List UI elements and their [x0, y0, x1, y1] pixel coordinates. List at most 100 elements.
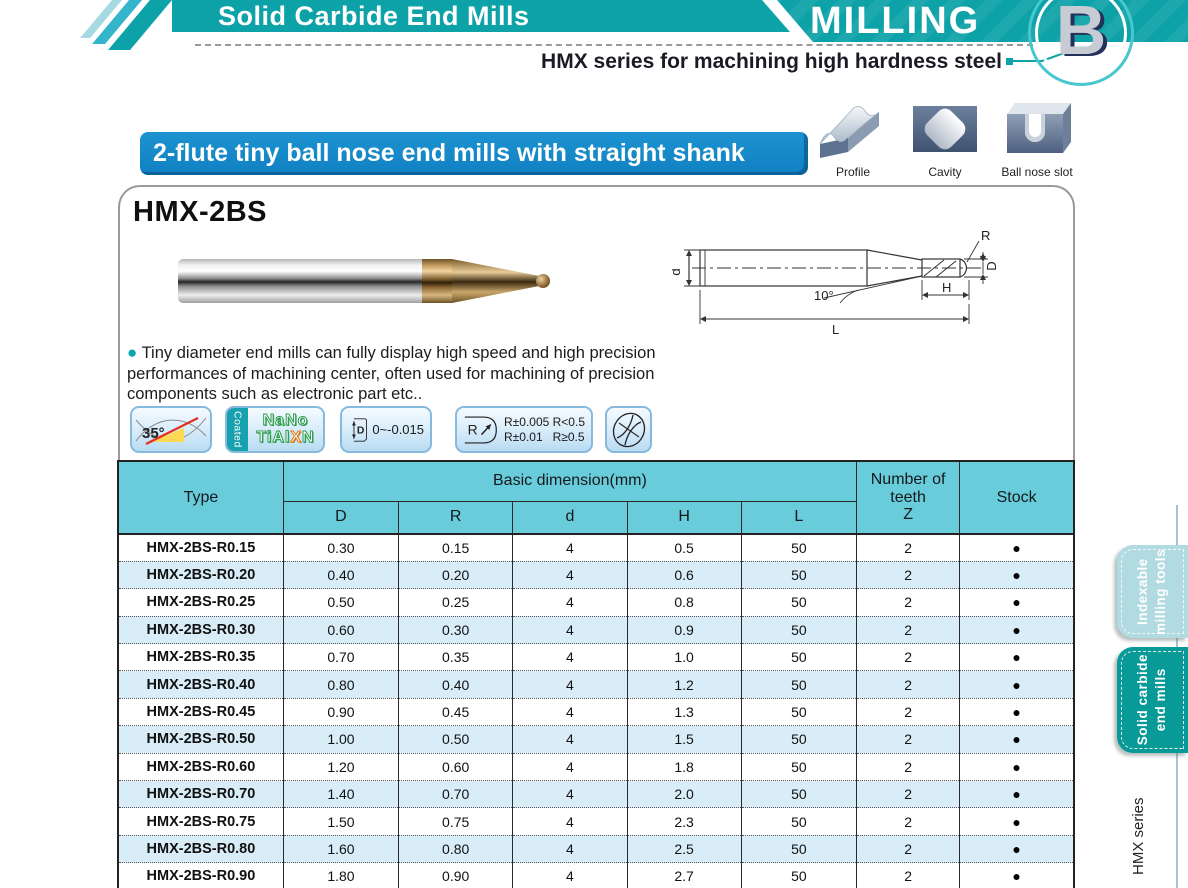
cell-L: 50 — [740, 698, 858, 726]
svg-text:R: R — [468, 421, 478, 437]
cell-Z: 2 — [855, 616, 961, 644]
col-dim-R: R — [398, 500, 514, 534]
header-dashed-divider — [195, 44, 1033, 46]
cell-type: HMX-2BS-R0.25 — [117, 588, 284, 617]
cell-D: 0.70 — [282, 643, 400, 671]
cell-H: 1.0 — [626, 643, 742, 671]
cell-type: HMX-2BS-R0.60 — [117, 753, 284, 781]
cell-d: 4 — [512, 698, 628, 726]
table-row: HMX-2BS-R0.35 0.70 0.35 4 1.0 50 2 ● — [117, 643, 1075, 671]
cell-L: 50 — [740, 616, 858, 644]
cell-d: 4 — [512, 780, 628, 808]
cell-d: 4 — [512, 616, 628, 644]
stock-dot-icon: ● — [959, 725, 1075, 754]
table-row: HMX-2BS-R0.60 1.20 0.60 4 1.8 50 2 ● — [117, 753, 1075, 781]
coated-tab: Coated — [227, 408, 248, 451]
table-row: HMX-2BS-R0.30 0.60 0.30 4 0.9 50 2 ● — [117, 616, 1075, 644]
description-text: Tiny diameter end mills can fully displa… — [127, 344, 656, 404]
product-description: ● Tiny diameter end mills can fully disp… — [127, 343, 711, 404]
profile-icon — [819, 106, 880, 158]
svg-text:R: R — [981, 228, 990, 243]
cell-type: HMX-2BS-R0.70 — [117, 780, 284, 808]
photo-shank — [178, 259, 422, 303]
coating-line1: NaNo — [262, 411, 309, 429]
cell-d: 4 — [512, 588, 628, 617]
cell-H: 1.8 — [626, 753, 742, 781]
photo-ball-tip — [536, 274, 550, 288]
cell-L: 50 — [740, 753, 858, 781]
cell-Z: 2 — [855, 862, 961, 888]
cell-H: 0.6 — [626, 561, 742, 589]
svg-text:10°: 10° — [814, 288, 834, 303]
svg-text:D: D — [357, 425, 365, 436]
tab-solid-carbide-end-mills: Solid carbide end mills — [1117, 647, 1188, 753]
feature-radius-tolerance-badge: R R±0.005 R<0.5 R±0.01 R≥0.5 — [455, 406, 593, 453]
stock-dot-icon: ● — [959, 534, 1075, 562]
cell-L: 50 — [740, 670, 858, 699]
cell-H: 1.3 — [626, 698, 742, 726]
series-side-label: HMX series — [1130, 797, 1147, 875]
cell-D: 0.60 — [282, 616, 400, 644]
cell-R: 0.45 — [398, 698, 514, 726]
cell-H: 2.7 — [626, 862, 742, 888]
stock-dot-icon: ● — [959, 670, 1075, 699]
banner-category-label: Solid Carbide End Mills — [218, 1, 530, 31]
stock-dot-icon: ● — [959, 698, 1075, 726]
emblem-ring-inner — [1035, 0, 1127, 79]
spec-table-header: Type Basic dimension(mm) Number of teeth… — [117, 461, 1075, 534]
cell-R: 0.60 — [398, 753, 514, 781]
cell-d: 4 — [512, 561, 628, 589]
svg-text:35°: 35° — [142, 425, 165, 442]
cell-L: 50 — [740, 862, 858, 888]
cell-type: HMX-2BS-R0.45 — [117, 698, 284, 726]
stock-dot-icon: ● — [959, 862, 1075, 888]
product-model: HMX-2BS — [133, 196, 268, 228]
cell-H: 2.3 — [626, 807, 742, 836]
feature-coating-badge: Coated NaNo TiAlXN — [225, 406, 325, 453]
cell-R: 0.90 — [398, 862, 514, 888]
application-icons: Profile Cavity — [814, 98, 1076, 179]
cell-type: HMX-2BS-R0.30 — [117, 616, 284, 644]
feature-helix-badge: 35° — [130, 406, 212, 453]
tab-label: Solid carbide end mills — [1135, 654, 1169, 746]
cell-Z: 2 — [855, 643, 961, 671]
cavity-icon — [913, 106, 977, 152]
cell-R: 0.75 — [398, 807, 514, 836]
stock-dot-icon: ● — [959, 780, 1075, 808]
cell-H: 0.9 — [626, 616, 742, 644]
cell-L: 50 — [740, 725, 858, 754]
svg-text:D: D — [984, 261, 999, 270]
cell-D: 0.50 — [282, 588, 400, 617]
cell-D: 1.50 — [282, 807, 400, 836]
dimension-drawing: d 10° R D H L — [672, 228, 999, 337]
cell-D: 1.80 — [282, 862, 400, 888]
cell-H: 0.8 — [626, 588, 742, 617]
svg-text:H: H — [942, 280, 951, 295]
cell-R: 0.80 — [398, 835, 514, 863]
table-row: HMX-2BS-R0.15 0.30 0.15 4 0.5 50 2 ● — [117, 534, 1075, 562]
cell-Z: 2 — [855, 534, 961, 562]
cell-D: 0.90 — [282, 698, 400, 726]
cell-type: HMX-2BS-R0.50 — [117, 725, 284, 754]
cell-R: 0.35 — [398, 643, 514, 671]
col-basic-dimension: Basic dimension(mm) — [282, 461, 858, 501]
product-photo — [178, 250, 570, 312]
table-row: HMX-2BS-R0.80 1.60 0.80 4 2.5 50 2 ● — [117, 835, 1075, 863]
application-label: Profile — [835, 165, 870, 179]
cell-d: 4 — [512, 534, 628, 562]
application-cavity: Cavity — [906, 98, 984, 179]
cell-L: 50 — [740, 534, 858, 562]
tab-indexable-milling-tools: Indexable milling tools — [1117, 545, 1188, 638]
cell-R: 0.15 — [398, 534, 514, 562]
diameter-tolerance-value: 0~-0.015 — [372, 422, 424, 437]
cell-d: 4 — [512, 835, 628, 863]
tab-dashed-border — [1121, 549, 1184, 634]
col-dim-L: L — [740, 500, 858, 534]
cell-D: 0.40 — [282, 561, 400, 589]
cell-D: 1.40 — [282, 780, 400, 808]
cell-H: 0.5 — [626, 534, 742, 562]
chapter-letter: B — [1055, 0, 1107, 69]
radius-tolerance-values: R±0.005 R<0.5 R±0.01 R≥0.5 — [504, 414, 585, 444]
photo-taper-neck — [452, 259, 538, 303]
cell-L: 50 — [740, 561, 858, 589]
